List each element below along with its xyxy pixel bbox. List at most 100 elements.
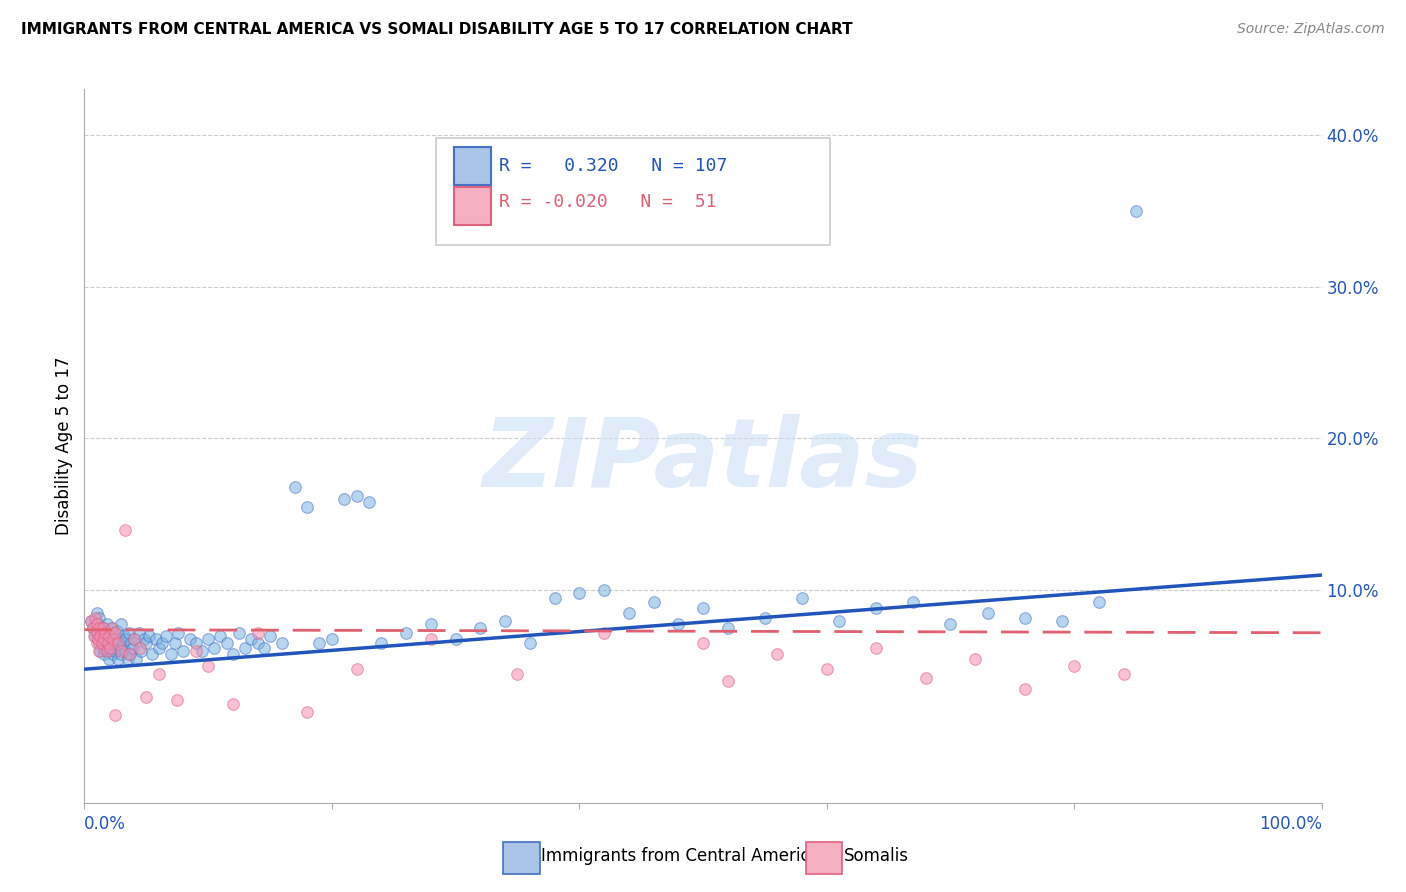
Point	[98, 629, 121, 643]
Point	[444, 632, 467, 646]
Point	[117, 651, 139, 665]
Point	[1088, 595, 1111, 609]
Point	[903, 595, 925, 609]
Point	[98, 651, 121, 665]
Point	[246, 636, 269, 650]
Point	[346, 489, 368, 503]
Text: 0.0%: 0.0%	[84, 815, 127, 833]
Point	[357, 495, 380, 509]
Point	[120, 636, 142, 650]
Point	[89, 644, 111, 658]
Point	[138, 629, 160, 643]
Point	[166, 692, 188, 706]
Point	[692, 601, 714, 615]
Point	[96, 636, 118, 650]
Point	[370, 636, 392, 650]
Point	[215, 636, 238, 650]
Point	[110, 616, 132, 631]
Point	[1050, 614, 1073, 628]
Point	[89, 610, 111, 624]
Point	[617, 606, 640, 620]
Point	[150, 636, 173, 650]
Point	[97, 644, 120, 658]
Point	[568, 586, 591, 600]
Point	[132, 632, 155, 646]
Point	[121, 640, 143, 655]
Point	[543, 591, 565, 605]
Point	[93, 621, 115, 635]
Point	[865, 640, 887, 655]
Point	[89, 621, 111, 635]
Text: 100.0%: 100.0%	[1258, 815, 1322, 833]
Point	[94, 625, 117, 640]
Point	[643, 595, 665, 609]
Point	[114, 644, 136, 658]
Point	[84, 610, 107, 624]
Point	[120, 647, 142, 661]
Point	[104, 707, 127, 722]
Point	[107, 636, 129, 650]
Point	[91, 621, 114, 635]
Point	[118, 625, 141, 640]
Point	[163, 636, 186, 650]
Point	[79, 614, 101, 628]
Point	[209, 629, 232, 643]
Point	[1063, 659, 1085, 673]
Point	[89, 636, 111, 650]
Point	[828, 614, 851, 628]
Text: Somalis: Somalis	[844, 847, 908, 865]
Point	[86, 616, 108, 631]
Point	[98, 632, 121, 646]
Point	[90, 629, 112, 643]
Text: R =   0.320   N = 107: R = 0.320 N = 107	[499, 157, 727, 175]
Point	[98, 629, 121, 643]
Point	[766, 647, 789, 661]
Point	[82, 621, 104, 635]
Point	[1125, 203, 1147, 218]
Point	[93, 632, 115, 646]
Point	[122, 632, 145, 646]
Point	[593, 625, 616, 640]
Point	[104, 644, 127, 658]
Point	[86, 606, 108, 620]
Text: R = -0.020   N =  51: R = -0.020 N = 51	[499, 194, 717, 211]
Point	[419, 616, 441, 631]
Point	[333, 492, 356, 507]
Point	[101, 632, 124, 646]
Point	[172, 644, 194, 658]
Point	[86, 636, 108, 650]
Point	[222, 647, 245, 661]
Point	[111, 636, 134, 650]
Point	[202, 640, 225, 655]
Point	[295, 500, 318, 514]
Point	[222, 697, 245, 711]
Point	[494, 614, 516, 628]
Point	[666, 616, 689, 631]
Point	[184, 644, 207, 658]
Point	[148, 666, 170, 681]
Point	[135, 690, 157, 704]
Point	[128, 625, 150, 640]
Point	[228, 625, 250, 640]
Point	[104, 625, 127, 640]
Point	[815, 662, 838, 676]
Point	[717, 621, 740, 635]
Point	[105, 624, 128, 639]
Point	[101, 647, 124, 661]
Point	[110, 640, 132, 655]
Point	[233, 640, 256, 655]
Point	[104, 629, 127, 643]
Point	[89, 644, 111, 658]
Point	[112, 629, 135, 643]
Point	[145, 632, 167, 646]
Point	[79, 614, 101, 628]
Point	[976, 606, 998, 620]
Point	[110, 647, 132, 661]
Point	[91, 640, 114, 655]
Point	[197, 632, 219, 646]
Point	[125, 651, 148, 665]
Point	[83, 629, 105, 643]
Point	[114, 523, 136, 537]
Point	[103, 636, 125, 650]
Point	[91, 632, 114, 646]
